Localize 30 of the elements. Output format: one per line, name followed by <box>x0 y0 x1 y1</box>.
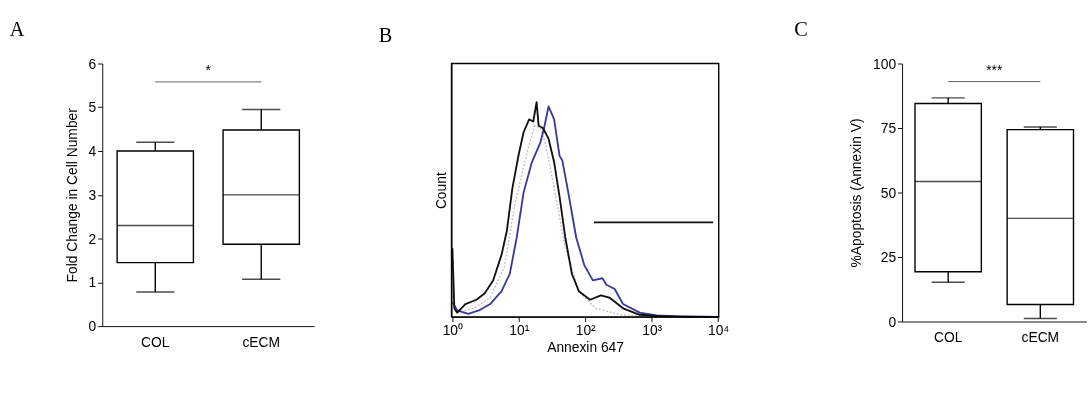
y-tick-label: 25 <box>880 249 897 266</box>
y-tick-label: 6 <box>88 55 97 72</box>
x-tick-label: 10¹ <box>509 321 530 338</box>
x-tick-label: 10³ <box>642 321 663 338</box>
x-tick-label: 10⁰ <box>442 321 464 338</box>
chart-title: C <box>794 17 808 40</box>
y-tick-label: 4 <box>88 143 97 160</box>
annotation: * <box>205 62 212 79</box>
y-tick-label: 0 <box>888 313 897 330</box>
y-tick-label: 5 <box>88 99 97 116</box>
y-tick-label: 0 <box>88 318 97 335</box>
x-tick-label: COL <box>933 329 963 346</box>
x-tick-label: 10⁴ <box>707 321 730 338</box>
chart-title: A <box>9 17 25 40</box>
x-tick-label: COL <box>141 333 170 350</box>
y-tick-label: 100 <box>873 55 897 72</box>
x-tick-label: 10² <box>575 321 597 338</box>
x-tick-label: cECM <box>242 333 281 350</box>
y-tick-label: 2 <box>88 230 97 247</box>
y-tick-label: 75 <box>880 120 897 137</box>
y-tick-label: 50 <box>880 184 897 201</box>
y-axis-title: Fold Change in Cell Number <box>63 107 80 283</box>
x-tick-label: cECM <box>1021 329 1060 346</box>
y-tick-label: 1 <box>88 274 97 291</box>
x-axis-title: Annexin 647 <box>547 339 624 356</box>
y-tick-label: 3 <box>88 186 97 203</box>
y-axis-title: %Apoptosis (Annexin V) <box>848 118 865 268</box>
chart-title: B <box>378 23 393 46</box>
y-axis-title: Count <box>432 172 449 210</box>
annotation: *** <box>986 62 1003 79</box>
